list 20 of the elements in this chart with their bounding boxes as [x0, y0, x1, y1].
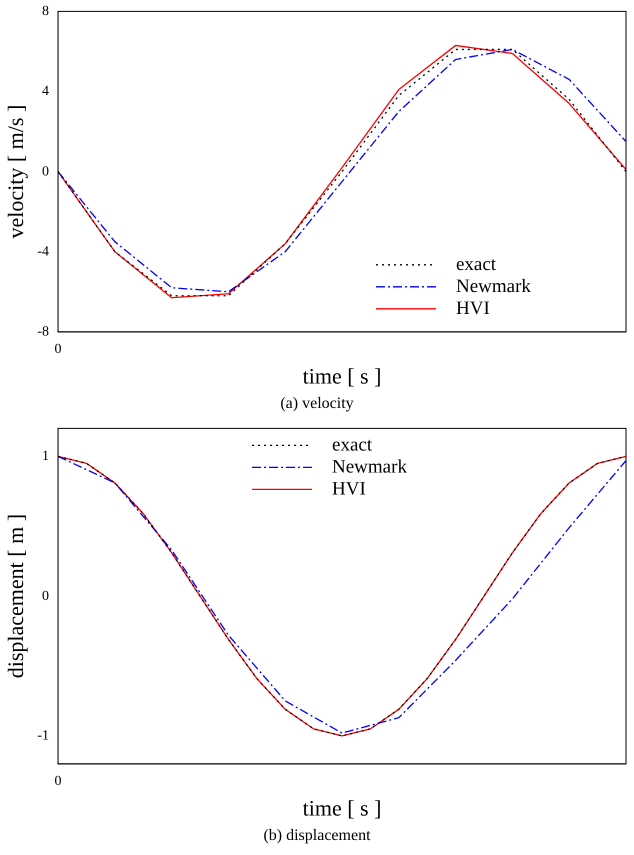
y-axis-title: displacement [ m ] — [2, 514, 28, 678]
text: (a) velocity — [279, 395, 355, 414]
y-tick-label: 0 — [42, 588, 50, 604]
legend-label: Newmark — [456, 276, 532, 297]
legend-label: exact — [332, 434, 373, 456]
y-tick-label: 8 — [42, 4, 50, 20]
y-tick-label: 4 — [42, 84, 50, 100]
x-axis-title: time [ s ] — [302, 796, 382, 821]
legend-label: Newmark — [332, 456, 408, 478]
y-tick-label: 0 — [42, 164, 50, 180]
legend-label: exact — [456, 254, 497, 275]
text: (b) displacement — [262, 827, 372, 846]
x-axis-title: time [ s ] — [302, 364, 382, 389]
legend-label: HVI — [332, 478, 366, 500]
y-axis-title: velocity [ m/s ] — [2, 104, 28, 239]
y-tick-label: -1 — [37, 728, 50, 744]
y-tick-label: -8 — [37, 324, 50, 340]
y-tick-label: 1 — [42, 449, 50, 464]
y-tick-label: -4 — [37, 244, 50, 260]
legend-label: HVI — [456, 298, 490, 319]
